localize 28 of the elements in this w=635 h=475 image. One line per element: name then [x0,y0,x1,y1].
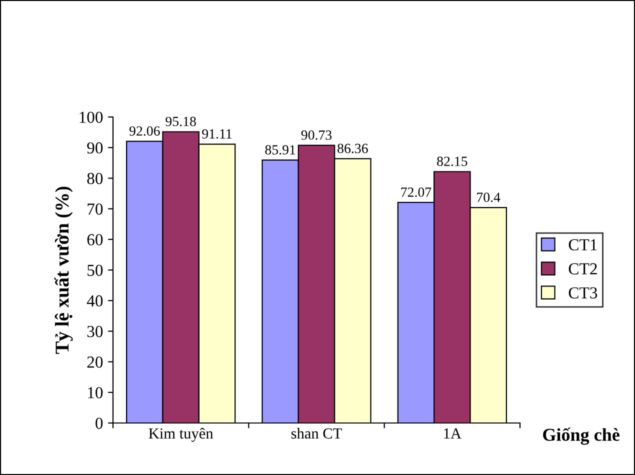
y-tick-label: 0 [96,418,103,429]
data-label: 85.91 [265,145,296,155]
y-axis-title: Tỷ lệ xuất vườn (%) [54,186,73,354]
data-label: 86.36 [338,144,368,154]
y-tick-label: 90 [87,142,103,154]
legend-label: CT1 [568,239,597,250]
data-label: 90.73 [301,130,332,140]
y-tick-label: 10 [88,387,103,398]
legend-label: CT2 [568,263,597,274]
y-tick-label: 60 [87,234,103,246]
y-tick-label: 50 [88,264,103,276]
data-label: 91.11 [202,129,232,139]
y-tick-label: 100 [80,112,103,123]
y-tick-label: 40 [86,295,103,307]
x-tick-label: Kim tuyên [148,428,214,442]
data-label: 70.4 [477,192,500,202]
y-tick-label: 30 [87,326,103,338]
y-tick-label: 20 [87,356,103,368]
data-label: 82.15 [437,156,468,166]
y-tick-label: 80 [87,172,103,184]
data-label: 92.06 [129,126,160,136]
x-tick-label: 1A [444,428,462,438]
x-tick-label: shan CT [291,428,342,439]
data-label: 95.18 [166,116,196,126]
legend-label: CT3 [568,287,598,299]
y-tick-label: 70 [88,204,103,215]
data-label: 72.07 [401,187,432,197]
x-axis-title: Giống chè [543,428,620,445]
